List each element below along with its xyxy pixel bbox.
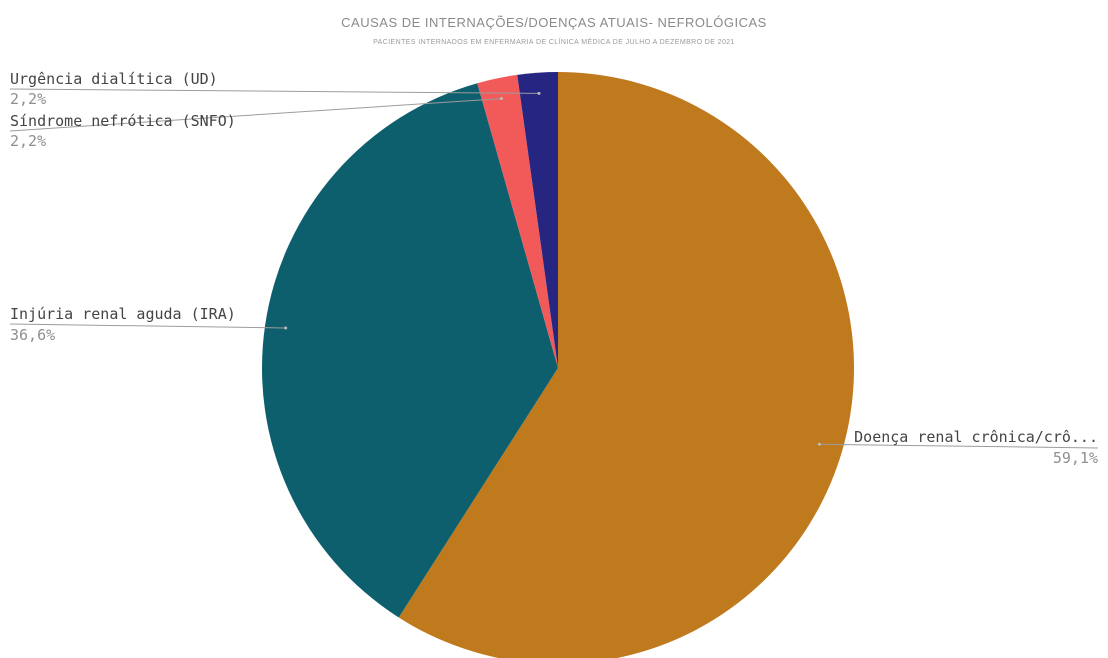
slice-label: Síndrome nefrótica (SNFO) (10, 112, 236, 130)
pie-slice (398, 72, 854, 658)
label-anchor-dot (499, 97, 503, 101)
label-leader-line (819, 443, 1099, 449)
label-anchor-dot (284, 326, 288, 330)
chart-subtitle: PACIENTES INTERNADOS EM ENFERMARIA DE CL… (373, 37, 735, 46)
pie-labels: Doença renal crônica/crô... 59,1% Injúria … (9, 70, 1099, 467)
chart-title: CAUSAS DE INTERNAÇÕES/DOENÇAS ATUAIS- NE… (341, 15, 767, 30)
pie-slice (261, 83, 558, 618)
label-leader-line (9, 323, 286, 329)
label-leader-line (9, 98, 502, 132)
slice-label: Doença renal crônica/crô... (854, 428, 1098, 446)
label-leader-line (9, 88, 540, 94)
slice-percent-label: 36,6% (10, 326, 55, 344)
slice-label: Injúria renal aguda (IRA) (10, 305, 236, 323)
slice-percent-label: 2,2% (10, 132, 46, 150)
label-anchor-dot (817, 442, 821, 446)
pie-slice (517, 72, 558, 368)
slice-label: Urgência dialítica (UD) (10, 70, 218, 88)
pie-slice (477, 74, 558, 369)
slice-percent-label: 59,1% (1053, 449, 1098, 467)
pie-slices (261, 72, 854, 658)
slice-percent-label: 2,2% (10, 90, 46, 108)
label-anchor-dot (537, 91, 541, 95)
